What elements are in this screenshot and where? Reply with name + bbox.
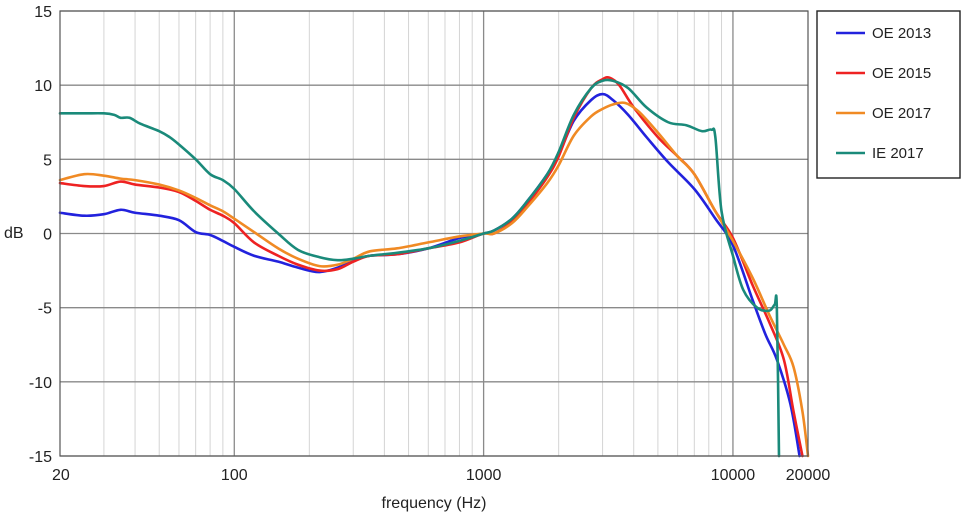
legend-label: OE 2013 [872,25,931,42]
series-line-oe-2017 [58,101,810,458]
x-tick-label: 20000 [786,467,831,484]
x-tick-labels: 20 100 1000 10000 20000 [52,467,830,484]
y-tick-label: -15 [29,449,52,466]
series-lines [58,76,810,458]
x-tick-label: 20 [52,467,70,484]
x-axis-label: frequency (Hz) [382,495,487,512]
series-line-ie-2017 [58,78,781,458]
y-tick-label: -10 [29,375,52,392]
x-tick-label: 10000 [711,467,756,484]
grid [60,10,808,457]
legend: OE 2013 OE 2015 OE 2017 IE 2017 [816,10,961,179]
legend-label: OE 2017 [872,105,931,122]
y-tick-label: 10 [34,78,52,95]
legend-box [816,10,961,179]
legend-label: IE 2017 [872,145,924,162]
y-tick-label: 15 [34,4,52,21]
plot-border [59,10,809,457]
y-tick-labels: 15 10 5 0 -5 -10 -15 [29,4,52,466]
y-tick-label: -5 [38,301,52,318]
legend-label: OE 2015 [872,65,931,82]
x-tick-label: 1000 [466,467,502,484]
y-axis-label: dB [4,225,24,242]
y-tick-label: 0 [43,227,52,244]
y-tick-label: 5 [43,152,52,169]
x-tick-label: 100 [221,467,248,484]
